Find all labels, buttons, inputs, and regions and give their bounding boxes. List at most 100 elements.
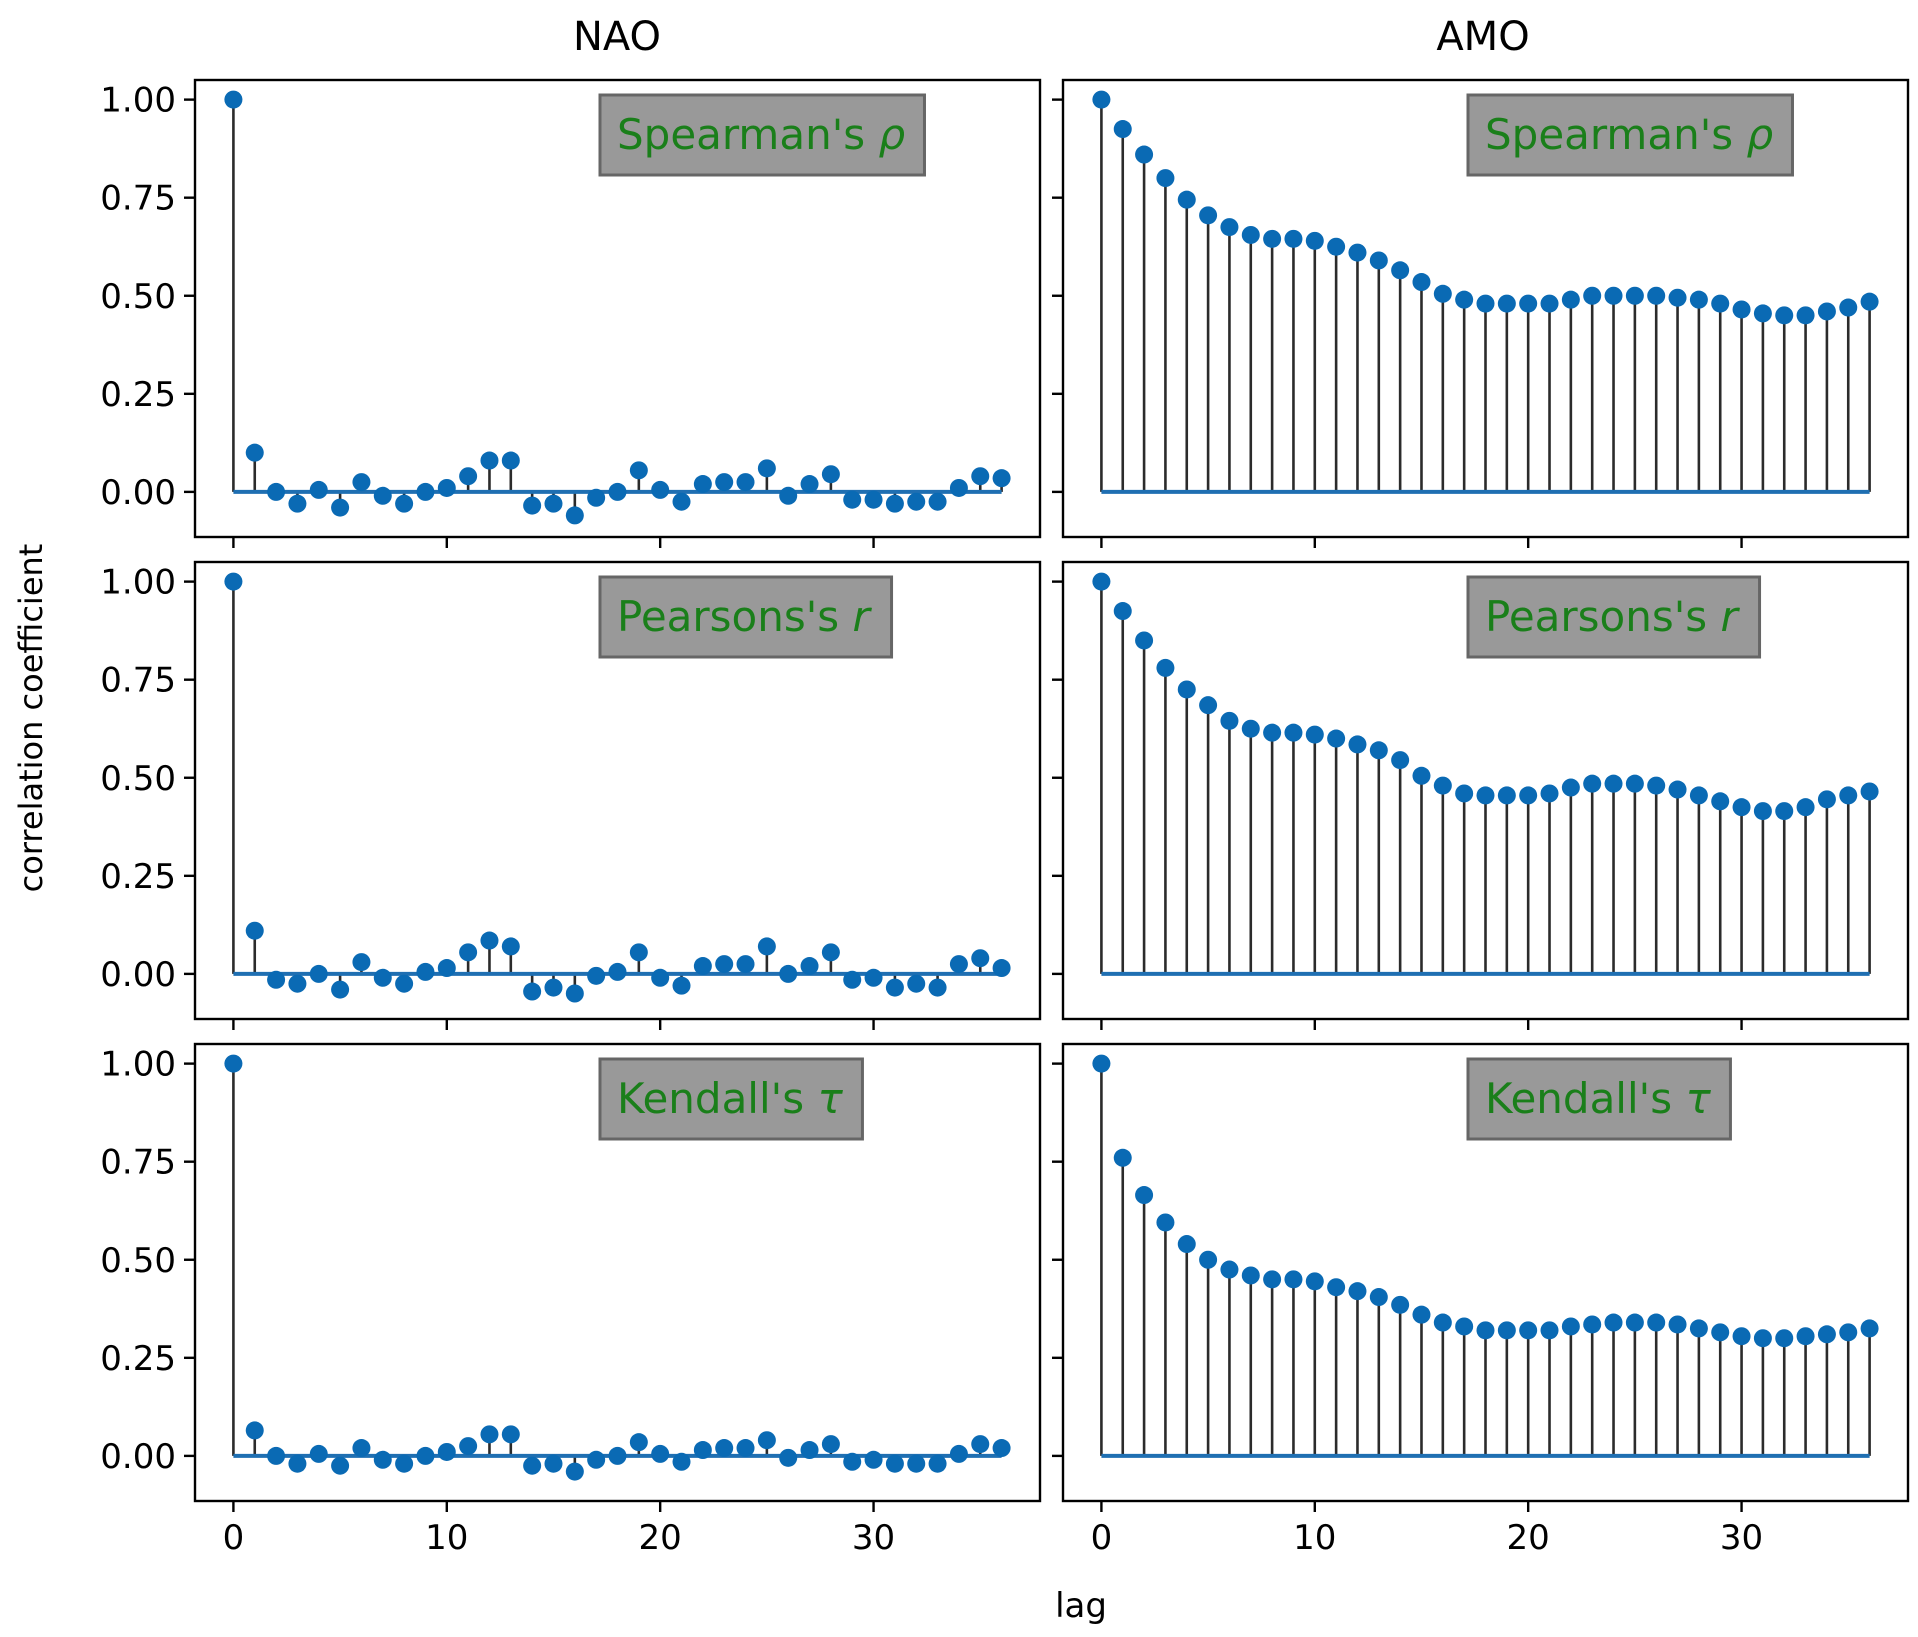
data-point [288,974,307,993]
data-point [1817,790,1836,809]
data-point [1839,786,1858,805]
panel-frame [1061,560,1910,1021]
legend-box [598,1057,864,1141]
data-point [1476,786,1495,805]
data-point [779,1448,798,1467]
data-point [928,492,947,511]
data-point [736,473,755,492]
data-point [501,451,520,470]
data-point [1732,1327,1751,1346]
data-point [1263,1270,1282,1289]
data-point [693,957,712,976]
data-point [629,943,648,962]
data-point [1647,1313,1666,1332]
x-tick-label: 10 [1293,1518,1336,1558]
data-point [1860,782,1879,801]
legend-label: Kendall's τ [617,1074,843,1123]
data-point [459,467,478,486]
data-point [885,1454,904,1473]
data-point [1348,243,1367,262]
data-point [309,480,328,499]
data-point [1796,306,1815,325]
x-tick-label: 30 [1720,1518,1763,1558]
data-point [1327,237,1346,256]
data-point [1625,286,1644,305]
y-axis-label: correlation coefficient [12,544,50,893]
data-point [224,1054,243,1073]
legend-label: Spearman's ρ [617,110,905,159]
data-point [587,1450,606,1469]
data-point [544,1454,563,1473]
data-point [331,980,350,999]
data-point [1241,719,1260,738]
data-point [715,955,734,974]
data-point [992,1439,1011,1458]
data-point [1497,1321,1516,1340]
data-point [1817,302,1836,321]
y-tick-label: 1.00 [100,81,176,121]
data-point [1455,784,1474,803]
data-point [1092,90,1111,109]
data-point [395,494,414,513]
data-point [267,970,286,989]
data-point [779,964,798,983]
data-point [864,490,883,509]
data-point [693,475,712,494]
data-point [1775,1329,1794,1348]
data-point [1177,1235,1196,1254]
data-point [1369,1288,1388,1307]
y-tick-label: 1.00 [100,563,176,603]
panel-frame [193,78,1042,539]
data-point [608,482,627,501]
data-point [1476,1321,1495,1340]
data-point [1199,206,1218,225]
data-point [1668,780,1687,799]
legend-label-text: Pearsons's [617,592,853,641]
data-point [1689,1319,1708,1338]
data-point [864,1450,883,1469]
data-point [1305,725,1324,744]
data-point [757,937,776,956]
data-point [523,496,542,515]
data-point [1860,1319,1879,1338]
data-point [1497,294,1516,313]
data-point [715,1439,734,1458]
data-point [1711,1323,1730,1342]
data-point [416,482,435,501]
data-point [437,1442,456,1461]
data-point [992,469,1011,488]
data-point [1753,1329,1772,1348]
x-tick-label: 0 [1091,1518,1113,1558]
data-point [565,984,584,1003]
data-point [693,1441,712,1460]
data-point [651,968,670,987]
data-point [352,1439,371,1458]
data-point [1177,680,1196,699]
data-point [651,1444,670,1463]
data-point [1604,1313,1623,1332]
data-point [267,1446,286,1465]
x-tick-label: 20 [639,1518,682,1558]
data-point [480,931,499,950]
data-point [1604,286,1623,305]
data-point [501,1425,520,1444]
legend-label-text: Kendall's [617,1074,817,1123]
data-point [821,1435,840,1454]
data-point [1369,251,1388,270]
data-point [1156,1213,1175,1232]
data-point [928,978,947,997]
data-point [1604,774,1623,793]
panel-AMO-kendall: 0 10 20 30 Kendall's τ [1052,1042,1910,1558]
data-point [1625,774,1644,793]
data-point [587,488,606,507]
data-point [1668,1315,1687,1334]
data-point [1817,1325,1836,1344]
y-tick-label: 0.25 [100,375,176,415]
legend-box [598,575,894,659]
data-point [949,955,968,974]
data-point [1092,1054,1111,1073]
data-point [1327,729,1346,748]
x-tick-label: 30 [852,1518,895,1558]
data-point [245,921,264,940]
